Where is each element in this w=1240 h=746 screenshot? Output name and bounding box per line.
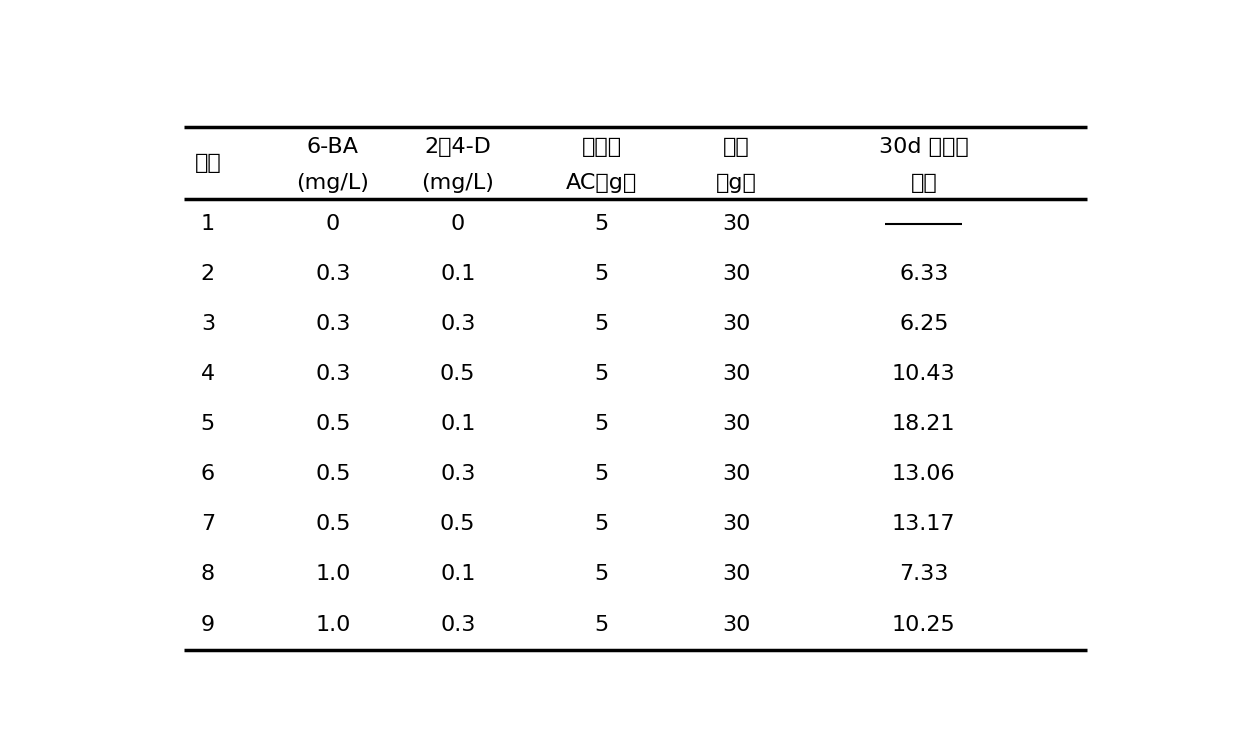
Text: 5: 5	[595, 565, 609, 584]
Text: 10.43: 10.43	[892, 364, 956, 384]
Text: 7.33: 7.33	[899, 565, 949, 584]
Text: 蔗糖: 蔗糖	[723, 137, 750, 157]
Text: 6: 6	[201, 464, 215, 484]
Text: 13.06: 13.06	[892, 464, 956, 484]
Text: 5: 5	[595, 314, 609, 334]
Text: 30: 30	[722, 364, 750, 384]
Text: (mg/L): (mg/L)	[296, 173, 370, 193]
Text: 0.5: 0.5	[315, 414, 351, 434]
Text: 5: 5	[595, 464, 609, 484]
Text: 30: 30	[722, 464, 750, 484]
Text: （g）: （g）	[715, 173, 756, 193]
Text: 0.1: 0.1	[440, 264, 475, 283]
Text: 0.3: 0.3	[440, 314, 475, 334]
Text: 30: 30	[722, 314, 750, 334]
Text: 5: 5	[595, 615, 609, 635]
Text: 30: 30	[722, 414, 750, 434]
Text: 6.33: 6.33	[899, 264, 949, 283]
Text: 0.1: 0.1	[440, 565, 475, 584]
Text: 5: 5	[201, 414, 215, 434]
Text: 30: 30	[722, 264, 750, 283]
Text: 5: 5	[595, 514, 609, 534]
Text: 30: 30	[722, 213, 750, 233]
Text: 30d 后增殖: 30d 后增殖	[879, 137, 968, 157]
Text: 0.5: 0.5	[315, 514, 351, 534]
Text: 5: 5	[595, 213, 609, 233]
Text: 1: 1	[201, 213, 215, 233]
Text: 4: 4	[201, 364, 215, 384]
Text: 8: 8	[201, 565, 215, 584]
Text: (mg/L): (mg/L)	[422, 173, 495, 193]
Text: AC（g）: AC（g）	[567, 173, 637, 193]
Text: 1.0: 1.0	[315, 615, 351, 635]
Text: 5: 5	[595, 264, 609, 283]
Text: 0.3: 0.3	[315, 364, 351, 384]
Text: 0.3: 0.3	[440, 464, 475, 484]
Text: 0.5: 0.5	[440, 364, 475, 384]
Text: 0.3: 0.3	[315, 314, 351, 334]
Text: 组别: 组别	[195, 153, 221, 173]
Text: 0.5: 0.5	[315, 464, 351, 484]
Text: 5: 5	[595, 364, 609, 384]
Text: 18.21: 18.21	[892, 414, 956, 434]
Text: 6-BA: 6-BA	[306, 137, 358, 157]
Text: 30: 30	[722, 565, 750, 584]
Text: 0: 0	[326, 213, 340, 233]
Text: 2: 2	[201, 264, 215, 283]
Text: 30: 30	[722, 615, 750, 635]
Text: 30: 30	[722, 514, 750, 534]
Text: 2，4-D: 2，4-D	[424, 137, 491, 157]
Text: 0.5: 0.5	[440, 514, 475, 534]
Text: 7: 7	[201, 514, 215, 534]
Text: 0.1: 0.1	[440, 414, 475, 434]
Text: 0.3: 0.3	[440, 615, 475, 635]
Text: 1.0: 1.0	[315, 565, 351, 584]
Text: 9: 9	[201, 615, 215, 635]
Text: 3: 3	[201, 314, 215, 334]
Text: 13.17: 13.17	[892, 514, 956, 534]
Text: 5: 5	[595, 414, 609, 434]
Text: 0.3: 0.3	[315, 264, 351, 283]
Text: 6.25: 6.25	[899, 314, 949, 334]
Text: 0: 0	[450, 213, 465, 233]
Text: 活性炭: 活性炭	[582, 137, 622, 157]
Text: 倍数: 倍数	[910, 173, 937, 193]
Text: 10.25: 10.25	[892, 615, 956, 635]
